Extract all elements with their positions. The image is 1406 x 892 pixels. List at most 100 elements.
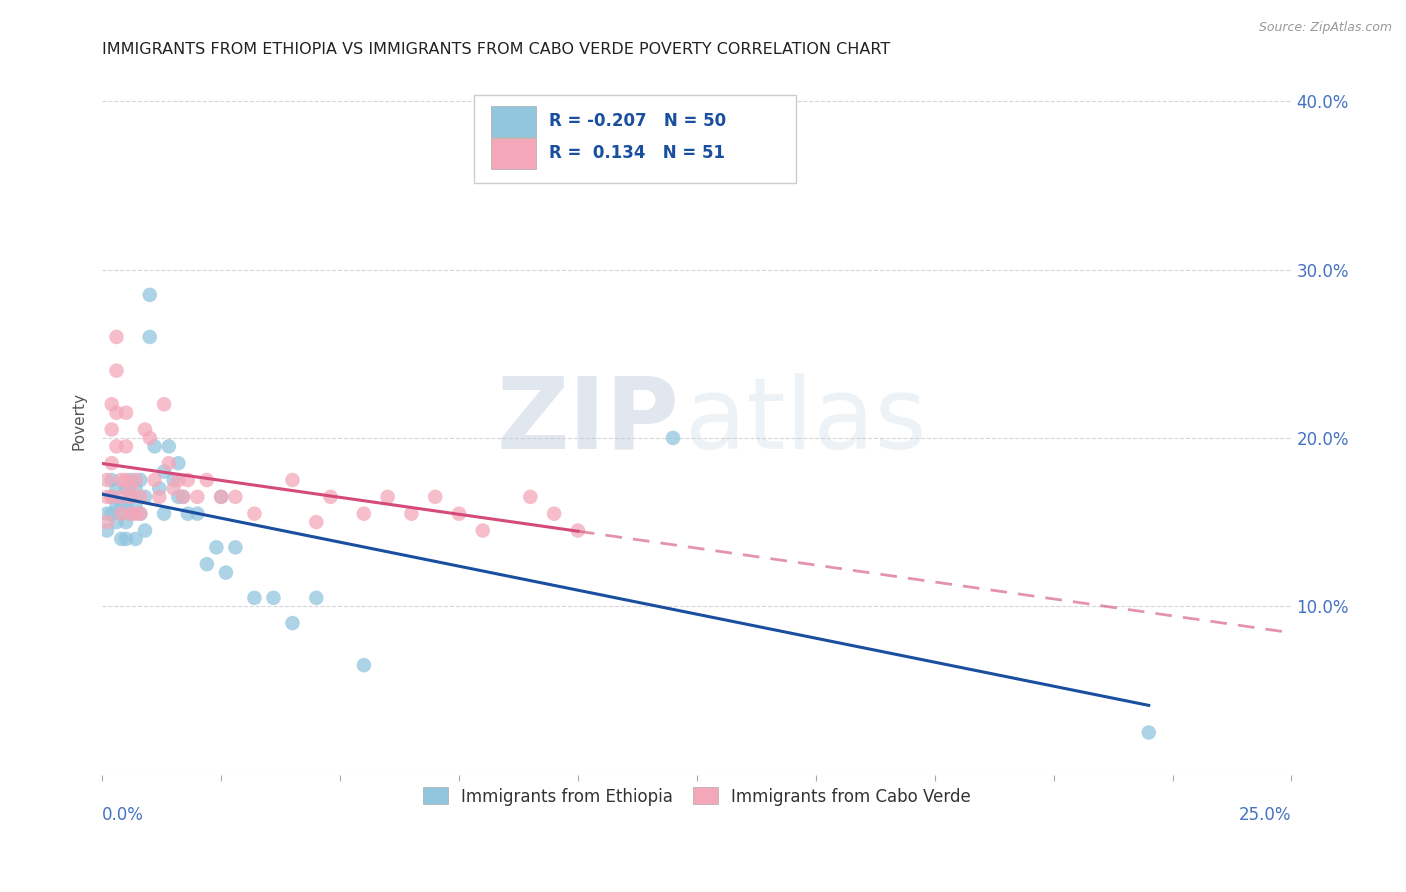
Point: [105, 330, 128, 344]
Point: [110, 532, 132, 546]
Point: [115, 482, 138, 496]
Point: [124, 532, 146, 546]
Point: [243, 507, 266, 521]
Point: [167, 490, 190, 504]
Point: [148, 482, 170, 496]
FancyBboxPatch shape: [474, 95, 796, 183]
Point: [139, 431, 162, 445]
Point: [110, 490, 132, 504]
Point: [96, 515, 118, 529]
Point: [186, 490, 208, 504]
Point: [100, 397, 122, 411]
Text: 0.0%: 0.0%: [103, 806, 143, 824]
Point: [262, 591, 284, 605]
Point: [115, 473, 138, 487]
Point: [209, 490, 232, 504]
Point: [100, 456, 122, 470]
Point: [353, 658, 375, 673]
Text: R =  0.134   N = 51: R = 0.134 N = 51: [550, 145, 725, 162]
Point: [115, 498, 138, 512]
Point: [115, 515, 138, 529]
Point: [153, 507, 176, 521]
Point: [172, 490, 194, 504]
FancyBboxPatch shape: [491, 106, 536, 137]
Point: [120, 490, 142, 504]
Point: [120, 482, 142, 496]
Point: [177, 473, 200, 487]
Text: IMMIGRANTS FROM ETHIOPIA VS IMMIGRANTS FROM CABO VERDE POVERTY CORRELATION CHART: IMMIGRANTS FROM ETHIOPIA VS IMMIGRANTS F…: [103, 42, 890, 57]
Y-axis label: Poverty: Poverty: [72, 392, 86, 450]
Point: [96, 524, 118, 538]
Point: [100, 473, 122, 487]
Point: [186, 507, 208, 521]
Point: [134, 524, 156, 538]
Point: [281, 473, 304, 487]
Point: [1137, 725, 1160, 739]
Point: [100, 490, 122, 504]
Text: Source: ZipAtlas.com: Source: ZipAtlas.com: [1258, 21, 1392, 34]
Point: [305, 515, 328, 529]
Point: [120, 473, 142, 487]
Point: [139, 288, 162, 302]
Point: [162, 482, 184, 496]
Point: [120, 507, 142, 521]
Point: [319, 490, 342, 504]
Text: R = -0.207   N = 50: R = -0.207 N = 50: [550, 112, 727, 130]
FancyBboxPatch shape: [491, 137, 536, 169]
Point: [120, 507, 142, 521]
Point: [209, 490, 232, 504]
Point: [567, 524, 589, 538]
Point: [153, 465, 176, 479]
Point: [205, 541, 228, 555]
Point: [129, 507, 152, 521]
Point: [105, 498, 128, 512]
Point: [167, 456, 190, 470]
Point: [120, 490, 142, 504]
Point: [105, 406, 128, 420]
Point: [129, 490, 152, 504]
Point: [157, 456, 180, 470]
Point: [195, 557, 218, 571]
Point: [110, 498, 132, 512]
Point: [471, 524, 494, 538]
Point: [100, 423, 122, 437]
Point: [243, 591, 266, 605]
Point: [115, 406, 138, 420]
Point: [124, 473, 146, 487]
Point: [100, 507, 122, 521]
Point: [401, 507, 423, 521]
Point: [105, 482, 128, 496]
Point: [224, 541, 246, 555]
Point: [281, 616, 304, 631]
Point: [447, 507, 470, 521]
Point: [519, 490, 541, 504]
Point: [96, 507, 118, 521]
Point: [157, 439, 180, 453]
Point: [124, 507, 146, 521]
Point: [195, 473, 218, 487]
Text: ZIP: ZIP: [496, 373, 679, 469]
Point: [134, 490, 156, 504]
Text: 25.0%: 25.0%: [1239, 806, 1292, 824]
Point: [305, 591, 328, 605]
Point: [110, 507, 132, 521]
Point: [115, 439, 138, 453]
Point: [162, 473, 184, 487]
Point: [172, 490, 194, 504]
Point: [105, 515, 128, 529]
Point: [115, 532, 138, 546]
Point: [153, 397, 176, 411]
Point: [353, 507, 375, 521]
Point: [96, 473, 118, 487]
Point: [215, 566, 238, 580]
Point: [96, 490, 118, 504]
Point: [100, 490, 122, 504]
Point: [662, 431, 685, 445]
Point: [143, 439, 166, 453]
Point: [148, 490, 170, 504]
Point: [124, 482, 146, 496]
Point: [177, 507, 200, 521]
Point: [543, 507, 565, 521]
Point: [129, 473, 152, 487]
Point: [134, 423, 156, 437]
